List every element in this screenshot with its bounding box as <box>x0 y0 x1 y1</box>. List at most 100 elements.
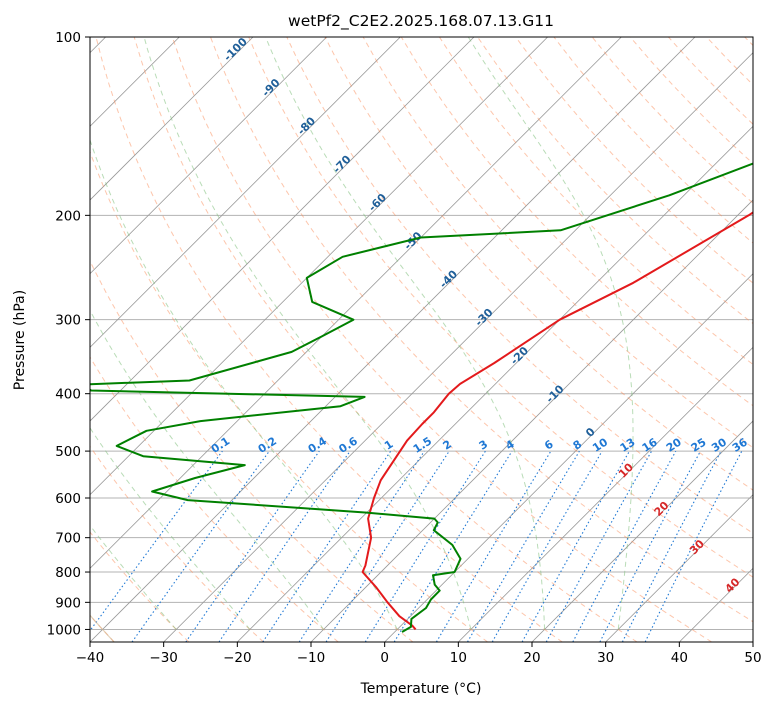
mixing-ratio-label: 25 <box>689 436 709 455</box>
y-axis-ticks: 100 200 300 400 500 600 700 800 900 1000 <box>47 30 90 638</box>
dry-adiabat-line <box>95 37 563 642</box>
mixing-ratio-label: 2 <box>441 438 455 453</box>
moist-adiabat-line <box>90 427 251 630</box>
mixing-ratio-line <box>218 450 351 642</box>
mixing-ratio-label: 0.6 <box>336 434 360 456</box>
isotherm-label: 0 <box>583 425 598 440</box>
y-axis-label: Pressure (hPa) <box>12 290 28 390</box>
isotherm-label: -100 <box>221 35 250 64</box>
isotherm-line <box>90 37 254 201</box>
x-tick-label: 10 <box>450 650 467 666</box>
dry-adiabat-line <box>90 445 264 642</box>
mixing-ratio-line <box>131 450 270 642</box>
isotherm-label: -40 <box>437 267 460 290</box>
mixing-ratio-label: 30 <box>709 435 729 454</box>
isotherm-line <box>752 641 753 642</box>
isotherm-line <box>605 494 753 642</box>
mixing-ratio-line <box>545 450 653 642</box>
x-tick-label: −30 <box>149 650 178 666</box>
mixing-ratio-label: 8 <box>571 438 585 453</box>
horizontal-gridlines <box>90 37 753 630</box>
x-tick-label: 50 <box>744 650 761 666</box>
mixing-ratio-line <box>467 450 580 642</box>
y-tick-label: 1000 <box>47 622 81 638</box>
y-tick-label: 200 <box>55 208 81 224</box>
moist-adiabats <box>90 37 634 630</box>
dry-adiabat-line <box>553 37 753 244</box>
plot-area: -100-90-80-70-60-50-40-30-20-10010203040… <box>90 35 753 642</box>
dry-adiabat-line <box>286 37 753 534</box>
dry-adiabat-line <box>210 37 753 623</box>
mixing-ratio-line <box>521 450 630 642</box>
isotherm-line <box>237 125 753 642</box>
isotherm-line <box>384 273 753 642</box>
mixing-ratio-line <box>364 450 486 642</box>
dewpoint-profile-line <box>90 162 753 633</box>
mixing-ratio-label: 1.5 <box>411 434 434 456</box>
isotherm-line <box>458 346 753 642</box>
isotherm-label: 40 <box>723 575 743 595</box>
mixing-ratio-label: 0.2 <box>256 434 279 456</box>
x-tick-label: −40 <box>76 650 105 666</box>
y-tick-label: 900 <box>55 595 81 611</box>
y-tick-label: 300 <box>55 313 81 329</box>
isotherm-line <box>90 37 548 496</box>
mixing-ratio-line <box>298 450 425 642</box>
x-tick-label: −20 <box>223 650 252 666</box>
mixing-ratio-line <box>262 450 392 642</box>
mixing-ratio-label: 3 <box>477 438 491 453</box>
isotherm-label: -70 <box>330 153 353 176</box>
y-tick-label: 700 <box>55 531 81 547</box>
x-tick-label: 40 <box>671 650 688 666</box>
dry-adiabat-line <box>744 37 753 47</box>
x-tick-label: 0 <box>380 650 389 666</box>
isotherm-label: -90 <box>259 76 282 99</box>
mixing-ratio-label: 36 <box>730 435 750 454</box>
isotherm-label: -20 <box>508 344 531 367</box>
dry-adiabat-line <box>248 37 753 578</box>
chart-title: wetPf2_C2E2.2025.168.07.13.G11 <box>288 12 554 31</box>
mixing-ratio-label: 13 <box>618 436 638 455</box>
dry-adiabat-line <box>400 37 753 407</box>
plot-frame <box>89 36 754 643</box>
isotherm-label: 30 <box>687 537 707 557</box>
mixing-ratio-label: 20 <box>664 435 684 454</box>
mixing-ratio-line <box>325 450 450 642</box>
dry-adiabat-line <box>591 37 753 204</box>
dry-adiabat-line <box>90 150 488 642</box>
mixing-ratio-label: 1 <box>382 438 396 453</box>
mixing-ratio-line <box>393 450 513 642</box>
y-tick-label: 600 <box>55 491 81 507</box>
isotherm-line <box>90 37 475 422</box>
mixing-ratio-lines <box>90 450 743 642</box>
isotherm-label: -80 <box>295 114 318 137</box>
isotherm-line <box>90 37 401 348</box>
x-axis-label: Temperature (°C) <box>360 681 482 697</box>
mixing-ratio-label: 0.4 <box>306 434 330 456</box>
dry-adiabat-line <box>515 37 753 284</box>
x-tick-label: 20 <box>523 650 540 666</box>
mixing-ratio-line <box>644 450 743 642</box>
isotherm-line <box>310 199 753 642</box>
moist-adiabat-line <box>467 37 634 630</box>
isotherm-line <box>163 52 753 642</box>
isotherm-line <box>90 37 622 569</box>
dry-adiabat-line <box>706 37 753 86</box>
mixing-ratio-label: 4 <box>503 437 517 452</box>
y-tick-label: 400 <box>55 387 81 403</box>
y-tick-label: 100 <box>55 30 81 46</box>
dry-adiabat-line <box>90 356 339 642</box>
moist-adiabat-line <box>90 524 177 630</box>
skewed-isotherms <box>90 37 753 642</box>
moist-adiabat-line <box>90 138 398 630</box>
x-tick-label: 30 <box>597 650 614 666</box>
mixing-ratio-label: 0.1 <box>209 434 232 456</box>
dry-adiabats <box>90 37 753 642</box>
moist-adiabat-line <box>265 37 546 630</box>
profiles <box>90 162 753 633</box>
isotherm-label: 20 <box>652 499 672 519</box>
x-axis-ticks: −40 −30 −20 −10 0 10 20 30 40 50 <box>76 642 762 666</box>
dry-adiabat-line <box>171 37 712 642</box>
mixing-ratio-label: 16 <box>640 435 660 454</box>
